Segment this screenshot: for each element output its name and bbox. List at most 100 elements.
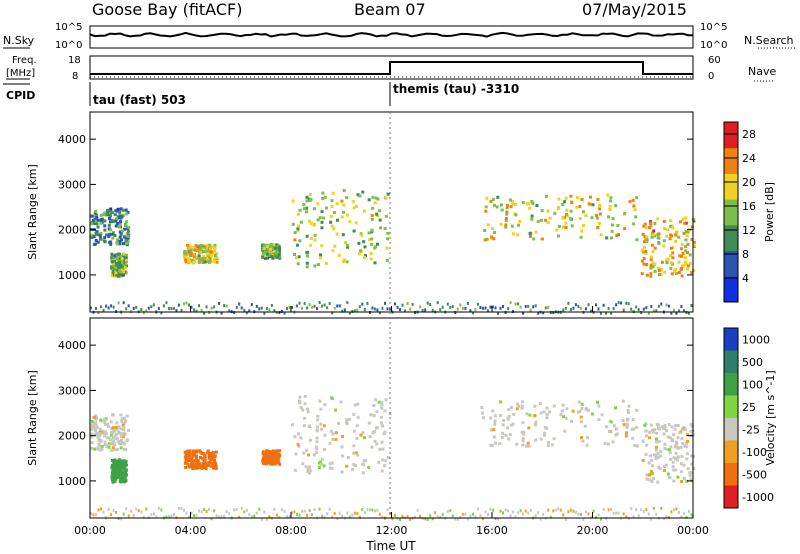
echo-cell <box>659 273 663 277</box>
echo-cell <box>520 404 524 408</box>
echo-cell <box>644 422 648 426</box>
echo-cell <box>334 431 338 435</box>
echo-cell <box>98 433 102 437</box>
echo-cell <box>683 444 687 448</box>
echo-cell <box>371 195 375 199</box>
echo-cell <box>651 430 655 434</box>
ground-scatter-cell <box>577 305 580 308</box>
echo-cell <box>665 429 669 433</box>
ground-scatter-cell <box>677 309 680 313</box>
ground-scatter-cell <box>270 303 273 307</box>
ground-scatter-cell <box>547 508 550 512</box>
x-tick-label: 12:00 <box>376 524 408 537</box>
echo-cell <box>651 250 655 253</box>
ground-scatter-cell <box>635 305 638 309</box>
echo-cell <box>184 451 188 455</box>
echo-cell <box>528 206 532 210</box>
echo-cell <box>206 463 210 467</box>
ground-scatter-cell <box>273 309 276 312</box>
echo-cell <box>124 255 128 259</box>
echo-cell <box>298 399 301 403</box>
echo-cell <box>684 262 688 266</box>
echo-cell <box>525 412 529 416</box>
ground-scatter-cell <box>647 312 650 315</box>
echo-cell <box>504 223 508 227</box>
echo-cell <box>114 261 117 265</box>
echo-cell <box>490 227 494 230</box>
echo-cell <box>357 252 361 256</box>
echo-cell <box>666 257 670 261</box>
echo-cell <box>121 421 125 425</box>
echo-cell <box>123 227 127 231</box>
echo-cell <box>499 203 503 207</box>
echo-cell <box>199 244 203 247</box>
echo-cell <box>303 207 306 211</box>
echo-cell <box>616 233 620 237</box>
echo-cell <box>298 395 302 399</box>
echo-cell <box>530 217 534 221</box>
echo-cell <box>531 201 535 205</box>
echo-cell <box>522 430 526 434</box>
echo-cell <box>363 459 367 463</box>
echo-cell <box>318 399 322 403</box>
echo-cell <box>194 466 198 470</box>
echo-cell <box>642 245 646 249</box>
echo-cell <box>90 420 94 423</box>
ground-scatter-cell <box>625 301 628 305</box>
echo-cell <box>543 433 546 437</box>
ground-scatter-cell <box>660 302 663 306</box>
noise-frame <box>89 25 694 49</box>
echo-cell <box>319 427 323 431</box>
ground-scatter-cell <box>373 509 376 513</box>
ground-scatter-cell <box>672 308 675 312</box>
echo-cell <box>313 207 316 211</box>
echo-cell <box>603 442 607 445</box>
echo-cell <box>689 430 693 433</box>
echo-cell <box>99 431 103 435</box>
echo-cell <box>342 210 346 214</box>
echo-cell <box>116 272 120 276</box>
echo-cell <box>569 419 573 423</box>
ground-scatter-cell <box>258 507 261 511</box>
echo-cell <box>122 416 126 420</box>
ground-scatter-cell <box>235 305 238 309</box>
ground-scatter-cell <box>150 513 153 517</box>
echo-cell <box>112 271 116 275</box>
echo-cell <box>112 463 116 467</box>
echo-cell <box>215 255 219 259</box>
echo-cell <box>379 226 383 230</box>
ground-scatter-cell <box>170 514 173 518</box>
echo-cell <box>264 256 267 260</box>
ground-scatter-cell <box>688 311 690 315</box>
echo-cell <box>296 442 300 446</box>
echo-cell <box>99 218 103 222</box>
echo-cell <box>505 206 509 210</box>
echo-cell <box>198 462 202 466</box>
echo-cell <box>679 247 683 251</box>
echo-cell <box>658 268 661 272</box>
echo-cell <box>642 224 646 228</box>
echo-cell <box>540 209 544 213</box>
echo-cell <box>675 442 679 446</box>
ground-scatter-cell <box>263 311 266 315</box>
echo-cell <box>641 250 645 254</box>
echo-cell <box>111 480 115 484</box>
echo-cell <box>656 455 660 459</box>
ground-scatter-cell <box>564 517 567 521</box>
ground-scatter-cell <box>371 508 374 512</box>
echo-cell <box>186 451 190 455</box>
ground-scatter-cell <box>665 515 668 519</box>
echo-cell <box>125 414 129 418</box>
echo-cell <box>644 452 648 456</box>
ground-scatter-cell <box>512 510 515 514</box>
echo-cell <box>658 427 661 431</box>
echo-cell <box>335 202 339 206</box>
ground-scatter-cell <box>426 301 429 305</box>
echo-cell <box>623 212 627 215</box>
ground-scatter-cell <box>572 306 575 310</box>
echo-cell <box>194 457 198 461</box>
ground-scatter-cell <box>394 513 396 517</box>
echo-cell <box>532 237 536 241</box>
echo-cell <box>319 253 323 257</box>
